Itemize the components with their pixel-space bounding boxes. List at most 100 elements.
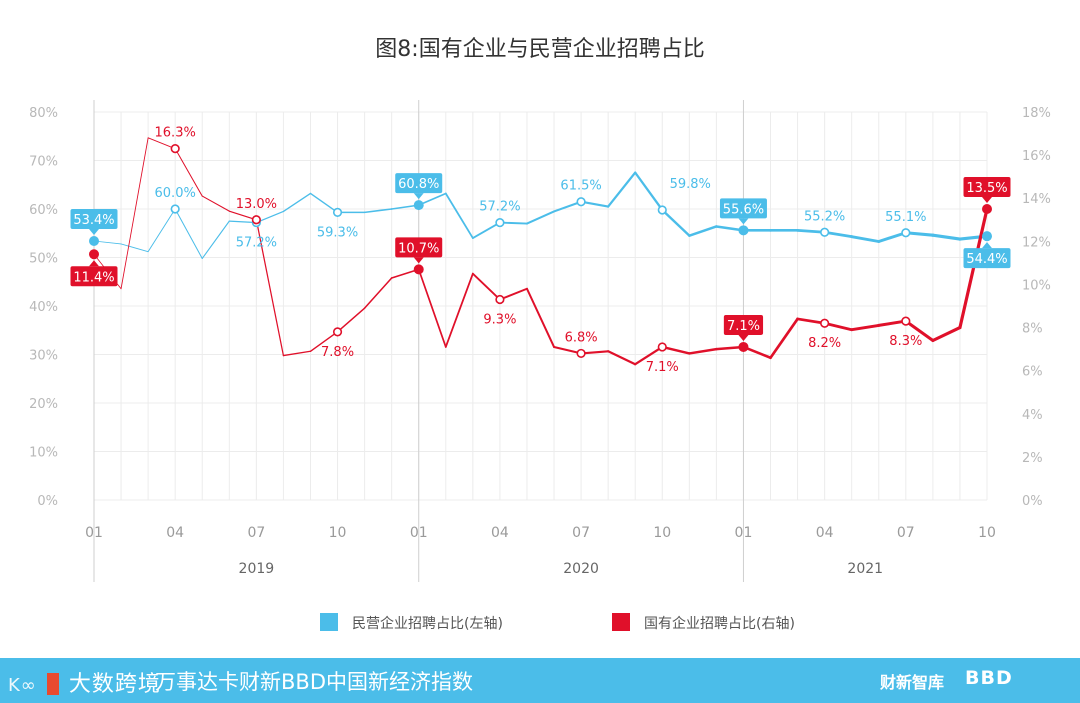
line-segment-state (201, 195, 230, 212)
x-tick-label: 07 (572, 525, 590, 541)
line-segment-private (363, 208, 393, 214)
data-label-box-private (719, 198, 767, 219)
y-left-tick-label: 40% (29, 300, 58, 315)
line-segment-private (147, 208, 176, 253)
point-private (332, 207, 343, 217)
y-right-tick-label: 10% (1022, 278, 1051, 293)
year-label: 2020 (563, 561, 599, 577)
data-label-state: 8.3% (889, 334, 922, 349)
point-state (657, 342, 667, 352)
point-state (820, 318, 830, 328)
y-right-tick-label: 12% (1022, 235, 1051, 250)
line-segment-state (309, 331, 339, 352)
data-label-state: 6.8% (565, 330, 598, 345)
y-right-tick-label: 14% (1022, 192, 1051, 207)
line-segment-state (904, 319, 935, 343)
data-label-private: 55.6% (723, 202, 764, 217)
point-state (738, 341, 749, 352)
line-segment-state (120, 137, 149, 290)
point-state (170, 144, 180, 154)
data-label-state: 7.1% (646, 360, 679, 375)
index-name: 万事达卡财新BBD中国新经济指数 (155, 670, 473, 694)
line-segment-state (147, 137, 176, 150)
y-left-tick-label: 60% (29, 203, 58, 218)
x-tick-label: 10 (329, 525, 347, 541)
line-segment-state (336, 307, 366, 333)
x-tick-label: 07 (247, 525, 265, 541)
year-label: 2019 (239, 561, 275, 577)
x-tick-label: 01 (85, 525, 103, 541)
point-state (982, 204, 992, 214)
y-right-tick-label: 18% (1022, 106, 1051, 121)
line-segment-state (661, 345, 691, 355)
series-points (89, 144, 992, 359)
series-labels: 53.4% 60.0% 57.2% 59.3% 60.8% 57.2% 61.5% 59.8%… (70, 126, 1011, 375)
line-segment-state (498, 287, 528, 301)
data-label-box-state (723, 314, 764, 335)
data-label-state: 9.3% (483, 313, 516, 328)
y-left-tick-label: 50% (29, 252, 58, 267)
data-label-box-state (395, 237, 443, 258)
data-label-private: 55.1% (885, 210, 926, 225)
data-label-state: 7.8% (321, 345, 354, 360)
axes: 0% 10% 20% 30% 40% 50% 60% 70% 80% 0% 2% 4% 6% 8% 10% 1… (29, 106, 1051, 577)
data-label-box-private (963, 248, 1011, 269)
line-segment-state (228, 210, 257, 221)
line-segment-private (877, 231, 908, 243)
line-segment-private (444, 192, 474, 239)
point-private (576, 197, 586, 207)
data-label-private: 57.2% (236, 236, 277, 251)
y-right-tick-label: 16% (1022, 149, 1051, 164)
year-label: 2021 (847, 561, 883, 577)
line-segment-state (525, 287, 556, 348)
line-segment-private (174, 208, 203, 259)
legend: 民营企业招聘占比(左轴) 国有企业招聘占比(右轴) (320, 613, 795, 632)
data-label-pointer-state (89, 260, 99, 267)
line-segment-private (931, 233, 962, 241)
line-segment-private (607, 171, 637, 208)
x-tick-label: 04 (816, 525, 834, 541)
line-segment-state (174, 148, 203, 197)
line-segment-state (634, 345, 664, 366)
y-left-tick-label: 10% (29, 446, 58, 461)
line-segment-private (525, 210, 556, 225)
x-tick-label: 04 (166, 525, 184, 541)
y-right-tick-label: 6% (1022, 365, 1043, 380)
line-segment-state (444, 272, 474, 348)
data-label-state: 10.7% (398, 241, 439, 256)
data-label-box-state (70, 266, 118, 287)
point-state (413, 264, 424, 275)
watermark-logo: K∞ 大数跨境 (8, 666, 161, 698)
data-label-private: 53.4% (73, 213, 114, 228)
data-label-private: 54.4% (966, 252, 1007, 267)
logo-mark-icon: K∞ (8, 675, 37, 696)
data-label-pointer-private (738, 218, 749, 225)
logo-text: 大数跨境 (68, 672, 161, 697)
data-label-pointer-state (413, 257, 424, 264)
point-private (738, 225, 749, 236)
grid (93, 100, 988, 582)
line-segment-state (688, 347, 718, 355)
data-label-state: 13.5% (966, 181, 1007, 196)
x-tick-label: 10 (653, 525, 671, 541)
point-state (901, 316, 911, 326)
y-left-tick-label: 80% (29, 106, 58, 121)
line-segment-state (255, 219, 285, 357)
x-tick-label: 10 (978, 525, 996, 541)
data-label-pointer-private (413, 193, 424, 200)
line-segment-private (201, 220, 230, 260)
data-label-private: 60.8% (398, 177, 439, 192)
y-right-tick-label: 2% (1022, 451, 1043, 466)
line-segment-private (661, 208, 691, 237)
data-label-private: 61.5% (560, 179, 601, 194)
data-label-pointer-private (89, 229, 99, 236)
line-segment-state (958, 207, 989, 330)
point-private (901, 228, 911, 238)
x-tick-label: 01 (735, 525, 753, 541)
legend-label-state: 国有企业招聘占比(右轴) (644, 615, 795, 632)
point-private (657, 205, 667, 215)
brand-caixin-think-tank: 财新智库 (880, 673, 945, 692)
data-label-state: 13.0% (236, 197, 277, 212)
data-label-private: 55.2% (804, 209, 845, 224)
point-state (89, 249, 99, 260)
